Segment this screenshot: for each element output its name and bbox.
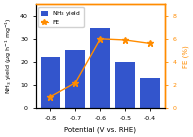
Bar [90,28,110,108]
FE [149,43,151,44]
FE [124,39,126,41]
Y-axis label: FE (%): FE (%) [182,45,189,68]
FE [74,82,77,84]
Bar [140,78,160,108]
FE [49,96,52,97]
Bar [115,62,135,108]
Bar [65,50,85,108]
Line: FE: FE [47,35,154,100]
Legend: NH$_3$ yield, FE: NH$_3$ yield, FE [38,7,84,27]
FE [99,38,102,40]
Bar [41,57,60,108]
Y-axis label: NH$_3$ yield ($\mu$g h$^{-1}$ mg$^{-1}$): NH$_3$ yield ($\mu$g h$^{-1}$ mg$^{-1}$) [4,18,14,94]
X-axis label: Potential (V vs. RHE): Potential (V vs. RHE) [64,126,136,133]
